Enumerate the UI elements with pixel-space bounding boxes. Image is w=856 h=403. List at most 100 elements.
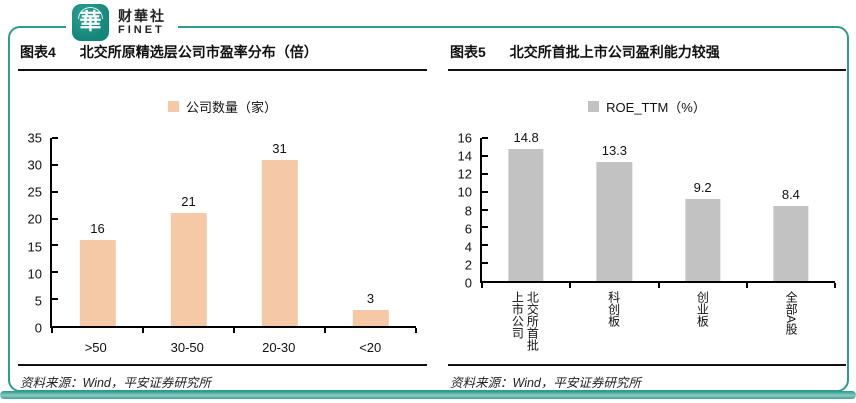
x-category-label: 全部A股 <box>746 291 835 335</box>
x-category-label: 创业板 <box>658 291 747 327</box>
x-category-label-text: 北交所首批 上市公司 <box>510 291 540 351</box>
finet-logo: 華 财華社 FINET <box>66 2 178 42</box>
y-axis-tick <box>482 172 488 175</box>
x-axis-tick <box>481 283 483 288</box>
x-axis-tick <box>834 283 836 288</box>
y-axis-tick-label: 15 <box>27 239 42 255</box>
y-axis-tick-label: 6 <box>464 221 472 237</box>
legend-label: ROE_TTM（%） <box>606 99 706 115</box>
y-axis-tick-label: 8 <box>464 203 472 218</box>
y-axis-tick-label: 4 <box>464 239 472 255</box>
x-axis-tick <box>233 328 235 333</box>
chart5-source: 资料来源：Wind，平安证券研究所 <box>448 364 846 390</box>
legend-label: 公司数量（家） <box>185 99 277 115</box>
chart4-plot-area: 35 30 25 20 15 10 5 0 16 21 31 3 <box>18 132 427 335</box>
x-category-label-text: <20 <box>359 340 382 355</box>
chart4-label: 图表4 <box>20 44 56 60</box>
x-category-label-text: 20-30 <box>262 340 296 355</box>
chart5-title: 北交所首批上市公司盈利能力较强 <box>509 44 720 60</box>
bar <box>170 213 207 326</box>
bar <box>773 205 809 281</box>
bar-value-label: 13.3 <box>601 143 628 159</box>
seal-character: 華 <box>79 9 102 34</box>
x-category-label: <20 <box>325 340 417 358</box>
bar-value-label: 9.2 <box>693 179 712 195</box>
y-axis-tick-label: 0 <box>464 275 472 291</box>
legend-swatch-icon <box>588 100 600 112</box>
y-axis-tick <box>52 163 58 166</box>
logo-subtitle: FINET <box>118 24 165 36</box>
y-axis-tick <box>52 137 58 139</box>
x-category-label-text: 全部A股 <box>784 291 799 336</box>
y-axis: 16 14 12 10 8 6 4 2 0 <box>448 132 480 290</box>
y-axis-tick <box>482 154 488 157</box>
source-text: 资料来源：Wind，平安证券研究所 <box>20 376 211 390</box>
bar <box>508 148 544 281</box>
x-category-label-text: 30-50 <box>170 340 204 355</box>
x-axis-tick <box>142 328 144 333</box>
x-category-label-text: 科创板 <box>606 291 621 327</box>
chart5-legend: ROE_TTM（%） <box>448 99 846 115</box>
bar-value-label: 14.8 <box>513 129 539 145</box>
y-axis-tick <box>52 217 58 220</box>
y-axis-tick-label: 10 <box>27 266 42 282</box>
x-category-label: >50 <box>50 340 142 358</box>
hua-seal-icon: 華 <box>72 3 109 41</box>
chart4-panel: 图表4 北交所原精选层公司市盈率分布（倍） 公司数量（家） 35 30 25 20 15… <box>18 38 427 390</box>
plot: 14.8 13.3 9.2 8.4 <box>480 131 836 288</box>
y-axis-tick-label: 25 <box>27 184 42 200</box>
y-axis-tick <box>52 271 58 274</box>
y-axis-tick-label: 35 <box>27 130 42 146</box>
x-axis-tick <box>657 283 660 288</box>
logo-text: 财華社 FINET <box>118 8 166 36</box>
x-category-label: 20-30 <box>233 340 325 358</box>
y-axis-tick-label: 16 <box>457 130 472 146</box>
x-category-label: 30-50 <box>142 340 234 358</box>
bar-value-label: 21 <box>181 194 196 210</box>
y-axis-tick <box>482 190 488 193</box>
x-axis-tick <box>415 328 417 333</box>
x-axis-tick <box>569 283 572 288</box>
y-axis-tick <box>482 244 488 247</box>
x-category-label: 北交所首批 上市公司 <box>480 291 569 351</box>
y-axis-tick-label: 20 <box>27 211 42 227</box>
bar <box>261 159 298 326</box>
chart4-legend: 公司数量（家） <box>18 99 427 115</box>
chart4-x-axis-labels: >50 30-50 20-30 <20 <box>50 340 427 358</box>
bar <box>352 309 389 326</box>
y-axis-tick <box>482 262 488 265</box>
legend-swatch-icon <box>167 100 179 112</box>
bar <box>596 162 633 281</box>
y-axis-tick <box>482 226 488 229</box>
y-axis-tick-label: 0 <box>34 320 42 336</box>
chart4-title: 北交所原精选层公司市盈率分布（倍） <box>79 44 318 60</box>
logo-name: 财華社 <box>118 7 166 24</box>
y-axis-tick <box>52 244 58 247</box>
source-text: 资料来源：Wind，平安证券研究所 <box>450 376 641 390</box>
chart4-header: 图表4 北交所原精选层公司市盈率分布（倍） <box>18 38 427 71</box>
plot: 16 21 31 3 <box>50 137 417 333</box>
y-axis: 35 30 25 20 15 10 5 0 <box>18 132 50 335</box>
bar <box>684 198 721 281</box>
x-category-label-text: >50 <box>84 340 107 355</box>
y-axis-tick-label: 12 <box>457 166 472 182</box>
x-category-label-text: 创业板 <box>695 291 710 327</box>
bottom-accent-bar <box>0 391 856 399</box>
y-axis-tick <box>482 208 488 211</box>
y-axis-tick <box>482 137 488 139</box>
bar-value-label: 8.4 <box>781 186 800 202</box>
bar-value-label: 16 <box>90 221 105 237</box>
x-axis-tick <box>745 283 748 288</box>
bar-value-label: 31 <box>272 140 287 156</box>
x-axis-tick <box>324 328 326 333</box>
bar <box>79 240 116 326</box>
x-category-label: 科创板 <box>569 291 658 327</box>
y-axis-tick <box>52 190 58 193</box>
y-axis-tick-label: 14 <box>457 148 472 164</box>
y-axis-tick-label: 10 <box>457 184 472 200</box>
y-axis-tick-label: 5 <box>34 293 42 309</box>
y-axis-tick <box>52 298 58 301</box>
chart5-x-axis-labels: 北交所首批 上市公司 科创板 创业板 全部A股 <box>480 291 846 364</box>
x-axis-tick <box>51 328 53 333</box>
